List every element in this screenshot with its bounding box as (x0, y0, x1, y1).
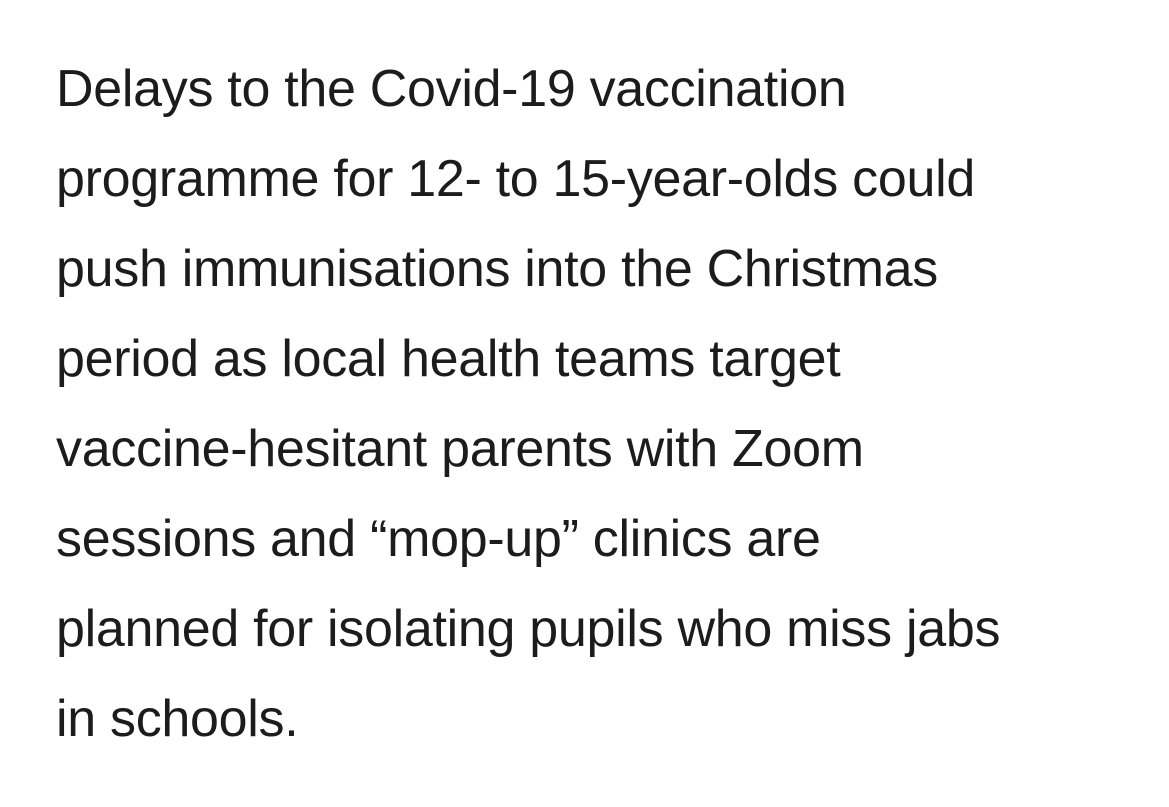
paragraph-line: push immunisations into the Christmas (56, 240, 938, 298)
paragraph-line: Delays to the Covid-19 vaccination (56, 60, 847, 118)
article-paragraph: Delays to the Covid-19 vaccination progr… (56, 44, 1156, 764)
paragraph-line: vaccine-hesitant parents with Zoom (56, 420, 864, 478)
paragraph-line: period as local health teams target (56, 330, 841, 388)
paragraph-line: sessions and “mop-up” clinics are (56, 510, 821, 568)
paragraph-line: programme for 12- to 15-year-olds could (56, 150, 975, 208)
paragraph-line: planned for isolating pupils who miss ja… (56, 600, 1001, 658)
paragraph-line: in schools. (56, 690, 299, 748)
